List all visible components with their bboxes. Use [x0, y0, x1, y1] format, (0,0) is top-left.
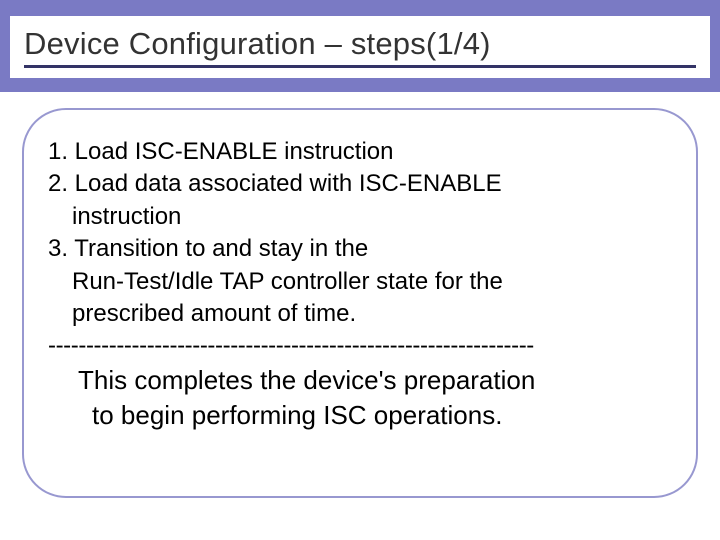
step-line: instruction	[48, 201, 672, 233]
content-box: 1. Load ISC-ENABLE instruction 2. Load d…	[22, 108, 698, 498]
step-line: 2. Load data associated with ISC-ENABLE	[48, 168, 672, 200]
summary-line: This completes the device's preparation	[48, 363, 672, 398]
summary-line: to begin performing ISC operations.	[48, 398, 672, 433]
title-underline	[24, 65, 696, 68]
page-title: Device Configuration – steps(1/4)	[24, 26, 696, 62]
divider: ----------------------------------------…	[48, 330, 672, 362]
step-line: Run-Test/Idle TAP controller state for t…	[48, 266, 672, 298]
step-line: 1. Load ISC-ENABLE instruction	[48, 136, 672, 168]
step-line: prescribed amount of time.	[48, 298, 672, 330]
step-line: 3. Transition to and stay in the	[48, 233, 672, 265]
title-box: Device Configuration – steps(1/4)	[10, 16, 710, 78]
